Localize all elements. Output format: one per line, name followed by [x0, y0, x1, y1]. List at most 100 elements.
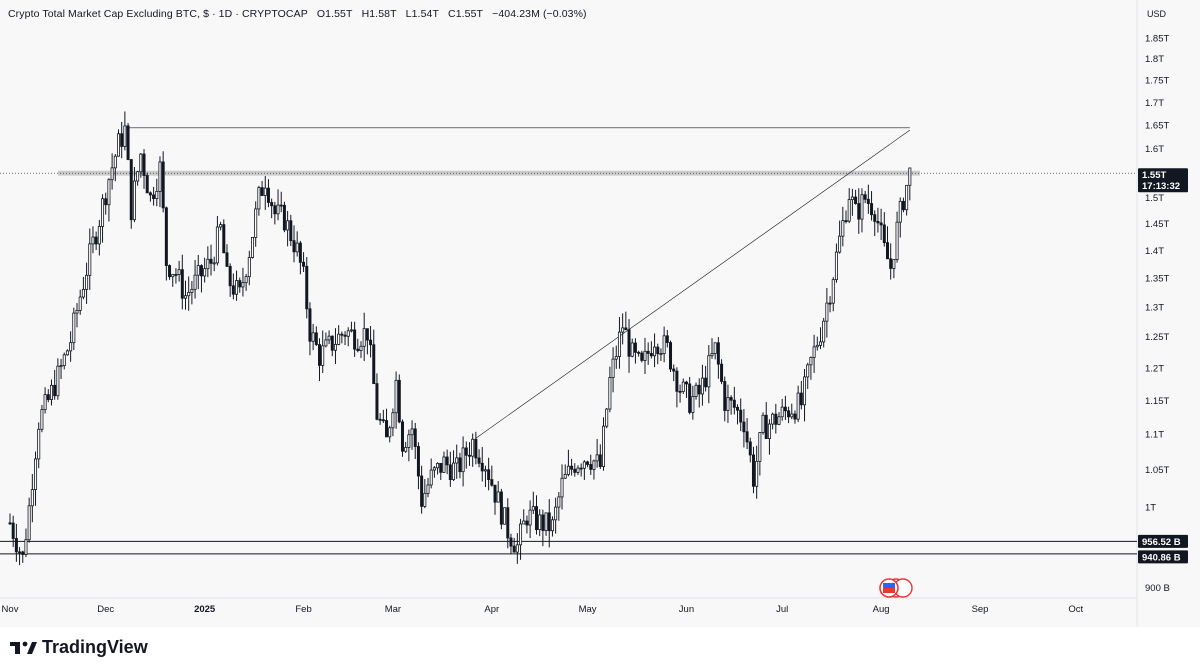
candle[interactable] [94, 231, 98, 250]
candle[interactable] [787, 406, 791, 424]
candle[interactable] [174, 268, 178, 284]
candle[interactable] [85, 262, 89, 304]
candle[interactable] [378, 413, 382, 425]
candle[interactable] [308, 302, 312, 356]
candle[interactable] [321, 330, 325, 373]
candle[interactable] [815, 336, 819, 351]
candle[interactable] [209, 244, 213, 276]
candle[interactable] [14, 523, 18, 562]
candle[interactable] [362, 312, 366, 362]
candle[interactable] [69, 331, 73, 362]
candle[interactable] [570, 458, 574, 476]
candle[interactable] [863, 190, 867, 204]
candle[interactable] [541, 509, 545, 547]
candle[interactable] [359, 341, 363, 358]
candle[interactable] [630, 338, 634, 358]
candle[interactable] [152, 186, 156, 206]
candle[interactable] [662, 326, 666, 363]
candle[interactable] [343, 331, 347, 346]
candle[interactable] [420, 465, 424, 514]
candle[interactable] [544, 512, 548, 536]
candle[interactable] [892, 259, 896, 279]
candle[interactable] [793, 410, 797, 424]
candle[interactable] [870, 191, 874, 221]
candle[interactable] [611, 347, 615, 393]
candle[interactable] [732, 386, 736, 415]
candle[interactable] [263, 176, 267, 210]
candle[interactable] [30, 474, 34, 523]
candle[interactable] [91, 226, 95, 254]
candle[interactable] [238, 277, 242, 293]
candle[interactable] [104, 192, 108, 215]
candle[interactable] [589, 454, 593, 475]
candle[interactable] [161, 151, 165, 213]
candle[interactable] [889, 243, 893, 280]
chart-area[interactable]: 1.85T 1.8T 1.75T 1.7T 1.65T 1.6T 1.5T 1.45T 1.4T… [0, 0, 1200, 627]
economic-events-flag-icon[interactable] [879, 578, 913, 598]
candle[interactable] [24, 528, 28, 558]
candle[interactable] [822, 317, 826, 348]
candle[interactable] [279, 191, 283, 213]
candle[interactable] [56, 358, 60, 400]
candle[interactable] [691, 385, 695, 420]
candle[interactable] [155, 178, 159, 207]
candle[interactable] [745, 418, 749, 450]
candle[interactable] [231, 273, 235, 300]
candle[interactable] [413, 422, 417, 460]
candle[interactable] [493, 484, 497, 515]
candle[interactable] [598, 444, 602, 470]
candle[interactable] [474, 431, 478, 465]
candle[interactable] [247, 250, 251, 286]
candle[interactable] [866, 184, 870, 214]
candle[interactable] [633, 338, 637, 364]
candle[interactable] [850, 188, 854, 216]
candle[interactable] [53, 369, 57, 400]
candle[interactable] [158, 156, 162, 208]
candle[interactable] [429, 458, 433, 489]
candle[interactable] [391, 408, 395, 437]
candle[interactable] [573, 463, 577, 477]
candle[interactable] [27, 497, 31, 543]
candle[interactable] [726, 384, 730, 423]
candle[interactable] [854, 189, 858, 205]
candle[interactable] [550, 516, 554, 537]
candle[interactable] [11, 515, 15, 548]
candle[interactable] [168, 264, 172, 280]
support-tag-lower[interactable]: 940.86 B [1138, 550, 1188, 564]
candle[interactable] [228, 263, 232, 297]
candle[interactable] [522, 509, 526, 525]
candle[interactable] [400, 419, 404, 457]
candle[interactable] [624, 311, 628, 331]
candle[interactable] [196, 255, 200, 290]
candle[interactable] [783, 395, 787, 420]
candle[interactable] [298, 240, 302, 275]
candle[interactable] [716, 337, 720, 379]
candle[interactable] [700, 364, 704, 406]
candle[interactable] [656, 343, 660, 365]
candle[interactable] [206, 246, 210, 278]
candle[interactable] [681, 378, 685, 394]
candle[interactable] [18, 547, 22, 566]
candle[interactable] [566, 449, 570, 477]
candle[interactable] [467, 442, 471, 466]
candle[interactable] [653, 333, 657, 368]
candle[interactable] [844, 210, 848, 224]
candle[interactable] [519, 518, 523, 560]
candle[interactable] [129, 159, 133, 229]
candle[interactable] [803, 368, 807, 422]
candle[interactable] [423, 478, 427, 509]
candle[interactable] [729, 395, 733, 415]
candle[interactable] [385, 408, 389, 438]
candle[interactable] [72, 307, 76, 351]
candle[interactable] [873, 210, 877, 237]
candle[interactable] [37, 422, 41, 469]
candle[interactable] [688, 376, 692, 415]
candle[interactable] [509, 533, 513, 555]
candle[interactable] [748, 437, 752, 463]
candle[interactable] [455, 444, 459, 479]
candle[interactable] [528, 500, 532, 539]
candle[interactable] [416, 442, 420, 490]
candle[interactable] [857, 188, 861, 234]
tradingview-logo[interactable]: TradingView [10, 637, 148, 658]
candle[interactable] [758, 432, 762, 476]
